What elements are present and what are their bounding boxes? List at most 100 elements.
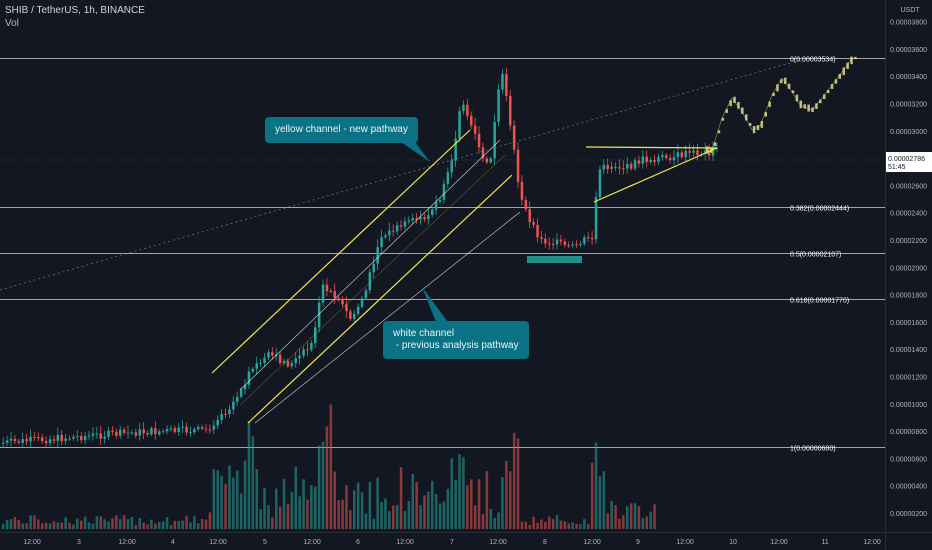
yellow-channel-lower[interactable] [247, 174, 513, 424]
candle[interactable] [60, 434, 64, 442]
candle[interactable] [103, 436, 106, 439]
candle[interactable] [41, 437, 44, 441]
candle[interactable] [481, 147, 485, 159]
white-channel-lower[interactable] [254, 211, 521, 424]
candle[interactable] [672, 157, 676, 161]
candle[interactable] [204, 428, 208, 430]
candle[interactable] [239, 389, 243, 397]
candle[interactable] [454, 138, 457, 161]
candle[interactable] [64, 438, 67, 442]
candle[interactable] [536, 224, 539, 238]
candle[interactable] [37, 437, 40, 439]
symbol-title[interactable]: SHIB / TetherUS, 1h, BINANCE [5, 5, 145, 16]
candle[interactable] [423, 217, 426, 220]
candle[interactable] [563, 241, 567, 245]
candle[interactable] [142, 429, 145, 434]
candle[interactable] [384, 235, 387, 238]
candle[interactable] [80, 436, 83, 441]
candle[interactable] [76, 436, 79, 438]
candle[interactable] [493, 122, 496, 159]
support-zone[interactable] [527, 256, 582, 263]
candle[interactable] [5, 440, 9, 443]
candle[interactable] [208, 429, 212, 431]
candle[interactable] [134, 432, 138, 436]
candle[interactable] [528, 209, 532, 223]
dashed-trendline[interactable] [0, 59, 801, 291]
candle[interactable] [450, 160, 454, 173]
candle[interactable] [415, 218, 418, 220]
candle[interactable] [392, 230, 395, 232]
yellow-channel-callout[interactable]: yellow channel - new pathway [265, 117, 418, 143]
candle[interactable] [56, 434, 60, 441]
candle[interactable] [286, 360, 290, 367]
candle[interactable] [302, 349, 305, 356]
candle[interactable] [290, 363, 294, 367]
candle[interactable] [21, 439, 25, 443]
candle[interactable] [497, 89, 500, 123]
candle[interactable] [356, 306, 360, 314]
candle[interactable] [462, 104, 465, 112]
candle[interactable] [87, 435, 91, 437]
candle[interactable] [263, 357, 266, 363]
candle[interactable] [91, 433, 95, 436]
candle[interactable] [341, 299, 344, 305]
candle[interactable] [661, 155, 664, 158]
candle[interactable] [173, 428, 177, 432]
candle[interactable] [501, 74, 504, 90]
candle[interactable] [540, 237, 543, 239]
candle[interactable] [637, 160, 641, 164]
candle[interactable] [645, 156, 649, 162]
candle[interactable] [267, 352, 270, 358]
candle[interactable] [704, 150, 707, 154]
candle[interactable] [388, 230, 391, 236]
candle[interactable] [99, 433, 103, 439]
candle[interactable] [68, 438, 71, 440]
candle[interactable] [193, 429, 196, 433]
candle[interactable] [715, 148, 719, 150]
candle[interactable] [516, 149, 520, 182]
candle[interactable] [13, 438, 17, 442]
candle[interactable] [544, 238, 547, 244]
candle[interactable] [641, 156, 645, 164]
candle[interactable] [325, 284, 329, 292]
candle[interactable] [633, 160, 637, 169]
candle[interactable] [407, 220, 411, 222]
candle[interactable] [399, 225, 403, 227]
white-channel-upper[interactable] [239, 139, 501, 391]
candle[interactable] [161, 431, 165, 433]
candle[interactable] [255, 363, 259, 369]
candle[interactable] [224, 413, 227, 415]
candle[interactable] [107, 430, 110, 437]
candle[interactable] [364, 290, 368, 299]
yellow-channel-upper[interactable] [211, 129, 471, 374]
candle[interactable] [177, 427, 181, 432]
candle[interactable] [200, 426, 204, 429]
candle[interactable] [138, 429, 142, 436]
candle[interactable] [259, 362, 262, 364]
candle[interactable] [403, 221, 407, 227]
candle[interactable] [329, 291, 333, 293]
candle[interactable] [282, 360, 286, 364]
candle[interactable] [587, 237, 590, 239]
candle[interactable] [372, 263, 376, 273]
candle[interactable] [212, 425, 216, 430]
candle[interactable] [598, 169, 602, 198]
candle[interactable] [146, 433, 149, 435]
candle[interactable] [583, 237, 586, 244]
candle[interactable] [169, 428, 173, 430]
volume-indicator-label[interactable]: Vol [5, 18, 19, 29]
candle[interactable] [251, 368, 255, 372]
candle[interactable] [431, 209, 434, 216]
candle[interactable] [29, 436, 32, 442]
candle[interactable] [590, 237, 594, 240]
triangle-top[interactable] [585, 146, 718, 149]
candle[interactable] [17, 441, 21, 443]
candle[interactable] [411, 218, 415, 221]
candle[interactable] [321, 284, 325, 303]
candle[interactable] [271, 352, 274, 356]
candle[interactable] [345, 304, 348, 312]
candle[interactable] [368, 272, 372, 291]
candle[interactable] [236, 396, 239, 402]
candle[interactable] [657, 157, 660, 162]
